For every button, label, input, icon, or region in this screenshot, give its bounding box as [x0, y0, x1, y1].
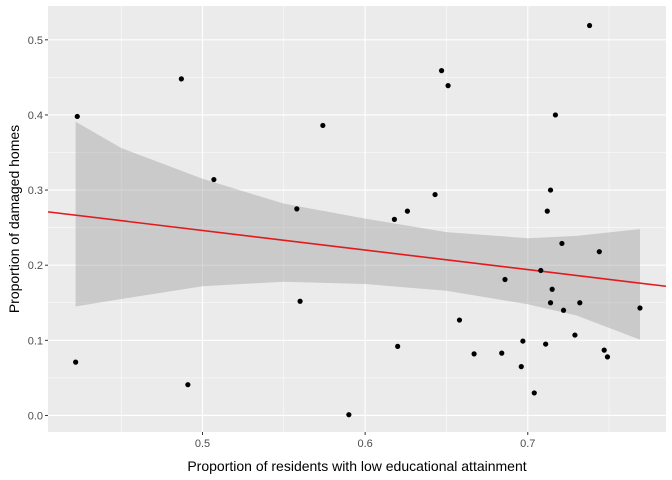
- data-point: [531, 390, 537, 396]
- data-point: [502, 276, 508, 283]
- data-point: [577, 300, 583, 306]
- data-point: [547, 187, 554, 193]
- y-axis-title: Proportion of damaged homes: [6, 125, 22, 313]
- data-point: [520, 338, 526, 344]
- data-point: [518, 364, 524, 370]
- y-tick-label: 0.0: [28, 410, 43, 422]
- data-point: [185, 382, 191, 388]
- data-point: [178, 76, 184, 82]
- data-point: [404, 208, 411, 214]
- panel-background: [48, 6, 666, 432]
- data-point: [586, 22, 593, 29]
- data-point: [601, 347, 607, 353]
- data-point: [544, 208, 550, 214]
- y-tick-label: 0.5: [28, 35, 43, 47]
- y-tick-label: 0.4: [28, 110, 43, 122]
- y-tick-label: 0.1: [28, 335, 43, 347]
- data-point: [637, 305, 643, 311]
- grid-major: [48, 6, 666, 432]
- data-point: [549, 286, 555, 292]
- x-tick-label: 0.7: [520, 438, 535, 450]
- x-axis-ticks: 0.5 0.6 0.7: [195, 432, 535, 450]
- data-point: [572, 332, 578, 338]
- x-tick-label: 0.5: [195, 438, 210, 450]
- data-point: [432, 191, 438, 198]
- regression-line: [47, 211, 667, 288]
- data-point: [543, 341, 549, 347]
- data-point: [560, 307, 567, 313]
- data-point: [438, 68, 445, 74]
- data-point: [559, 240, 565, 247]
- data-point: [538, 267, 544, 274]
- data-point: [471, 351, 477, 357]
- data-points: [73, 22, 643, 418]
- data-point: [211, 176, 217, 183]
- x-tick-label: 0.6: [357, 438, 372, 450]
- y-axis-ticks: 0.0 0.1 0.2 0.3 0.4 0.5: [28, 35, 48, 422]
- x-axis-title: Proportion of residents with low educati…: [187, 458, 526, 474]
- y-tick-label: 0.3: [28, 185, 43, 197]
- grid-minor: [48, 6, 666, 432]
- data-point: [547, 300, 554, 306]
- data-point: [294, 206, 300, 212]
- y-tick-label: 0.2: [28, 260, 43, 272]
- confidence-band: [75, 121, 641, 340]
- data-point: [552, 112, 559, 118]
- data-point: [499, 350, 505, 356]
- data-point: [73, 359, 79, 365]
- data-point: [395, 343, 401, 349]
- data-point: [391, 216, 398, 222]
- data-point: [604, 354, 611, 360]
- data-point: [445, 83, 451, 89]
- data-point: [346, 412, 352, 418]
- data-point: [596, 249, 602, 255]
- data-point: [320, 122, 326, 129]
- data-point: [297, 298, 303, 304]
- data-point: [74, 113, 80, 120]
- data-point: [456, 317, 463, 323]
